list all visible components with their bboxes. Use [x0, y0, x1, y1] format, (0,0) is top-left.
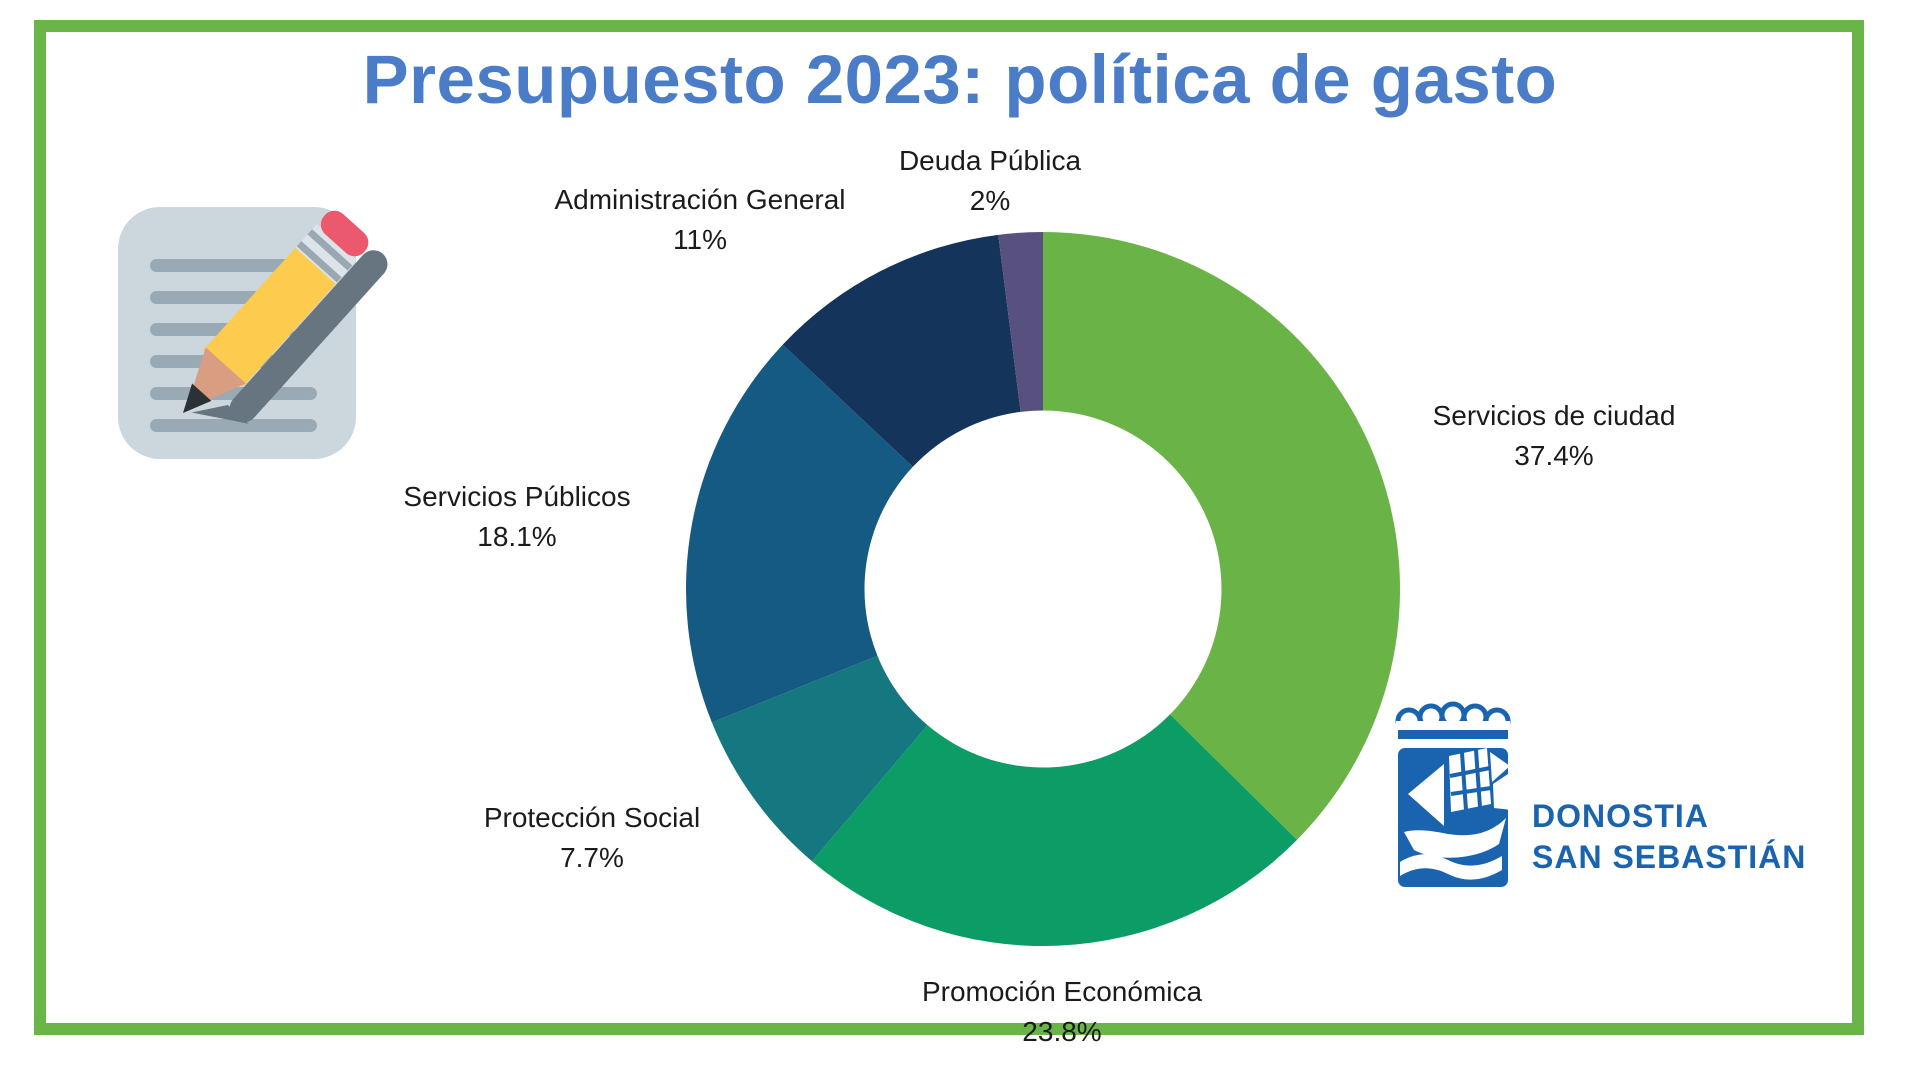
slice-label-text: Deuda Pública [898, 145, 1082, 176]
logo-line-2: SAN SEBASTIÁN [1532, 839, 1807, 875]
slice-label-deuda-publica: Deuda Pública 2% [899, 141, 1081, 221]
pencil-eraser [320, 210, 369, 257]
slice-label-servicios-de-ciudad: Servicios de ciudad 37.4% [1433, 396, 1676, 476]
logo-wordmark: DONOSTIA SAN SEBASTIÁN [1532, 796, 1806, 878]
memo-pencil-icon [118, 207, 388, 459]
donostia-crest-svg [1395, 701, 1512, 887]
mizzen-sail [1493, 772, 1512, 810]
slice-label-proteccion-social: Protección Social 7.7% [484, 798, 700, 878]
pencil-ferrule [295, 224, 357, 284]
slice-label-administracion-general: Administración General 11% [554, 180, 845, 260]
wave [1400, 854, 1502, 880]
sail-lattice [1449, 749, 1492, 811]
main-sail [1449, 748, 1491, 812]
slice-label-value: 23.8% [1022, 1016, 1102, 1047]
jib-sail [1408, 764, 1444, 826]
logo-line-1: DONOSTIA [1532, 798, 1709, 834]
donut-slice-5 [998, 232, 1043, 412]
donut-slice-1 [812, 714, 1298, 947]
page-title: Presupuesto 2023: política de gasto [362, 41, 1558, 118]
crown-icon [1395, 701, 1511, 739]
donut-slice-4 [782, 234, 1021, 467]
slice-label-text: Protección Social [483, 802, 701, 833]
slice-label-value: 18.1% [477, 521, 557, 552]
donut-chart-svg [686, 232, 1401, 947]
pencil [183, 210, 388, 424]
slice-label-value: 11% [673, 224, 727, 255]
top-sail [1490, 752, 1510, 782]
donut-slice-3 [686, 344, 913, 723]
slice-label-promocion-economica: Promoción Económica 23.8% [922, 972, 1202, 1052]
slice-label-value: 37.4% [1514, 440, 1594, 471]
pencil-body [203, 246, 337, 387]
slice-label-text: Servicios Públicos [403, 481, 631, 512]
slice-label-value: 7.7% [560, 842, 624, 873]
slice-label-text: Administración General [554, 184, 846, 215]
donut-slice-0 [1043, 232, 1401, 840]
city-crest-icon [1388, 692, 1520, 892]
ship-shield [1398, 748, 1512, 887]
slice-label-value: 2% [969, 185, 1011, 216]
slice-label-text: Promoción Económica [921, 976, 1203, 1007]
donut-slice-2 [711, 655, 928, 862]
memo-icon [112, 203, 397, 498]
slice-label-text: Servicios de ciudad [1432, 400, 1676, 431]
slice-label-servicios-publicos: Servicios Públicos 18.1% [403, 477, 630, 557]
hull [1404, 818, 1506, 858]
pencil-tip [183, 383, 212, 413]
donut-chart [683, 229, 1403, 949]
